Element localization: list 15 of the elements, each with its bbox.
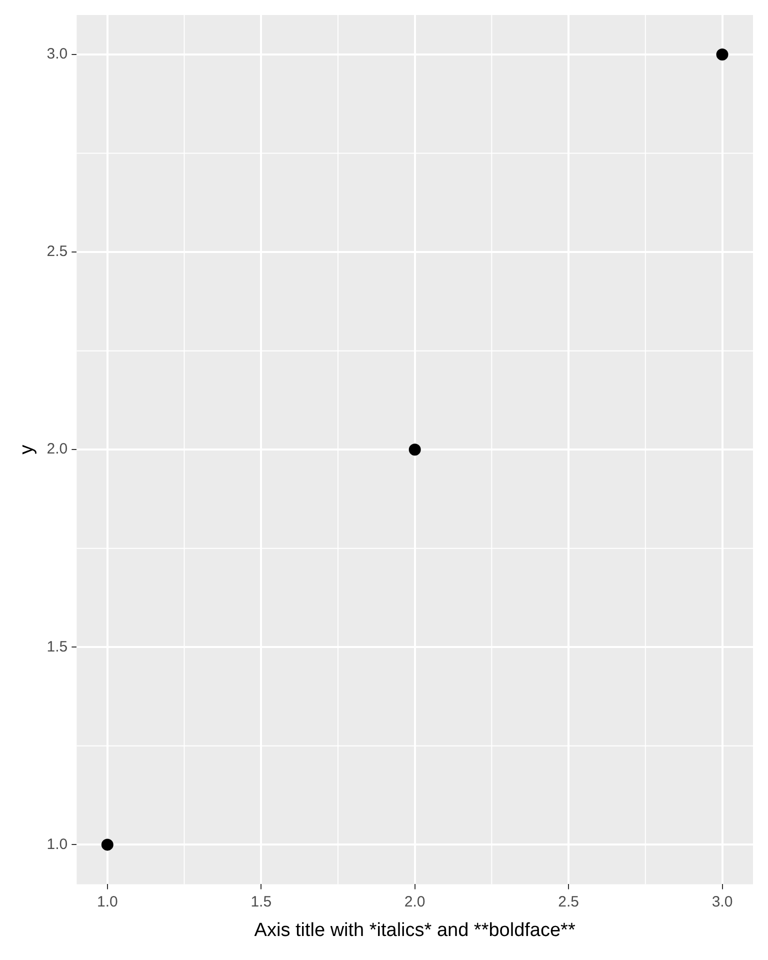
y-tick-label: 3.0 xyxy=(46,46,68,63)
y-tick-label: 1.5 xyxy=(46,638,68,656)
x-tick-label: 1.5 xyxy=(250,893,272,910)
point xyxy=(408,444,421,456)
y-tick-label: 2.5 xyxy=(46,243,68,260)
y-tick-label: 2.0 xyxy=(46,440,68,458)
y-axis-title: y xyxy=(16,444,38,454)
x-axis-title: Axis title with *italics* and **boldface** xyxy=(254,920,576,941)
point xyxy=(716,48,728,61)
y-tick-label: 1.0 xyxy=(46,836,68,853)
point xyxy=(101,838,114,851)
x-tick-label: 2.5 xyxy=(558,893,579,910)
x-tick-label: 3.0 xyxy=(712,893,733,910)
x-tick-label: 2.0 xyxy=(404,893,426,910)
x-tick-label: 1.0 xyxy=(96,893,118,910)
